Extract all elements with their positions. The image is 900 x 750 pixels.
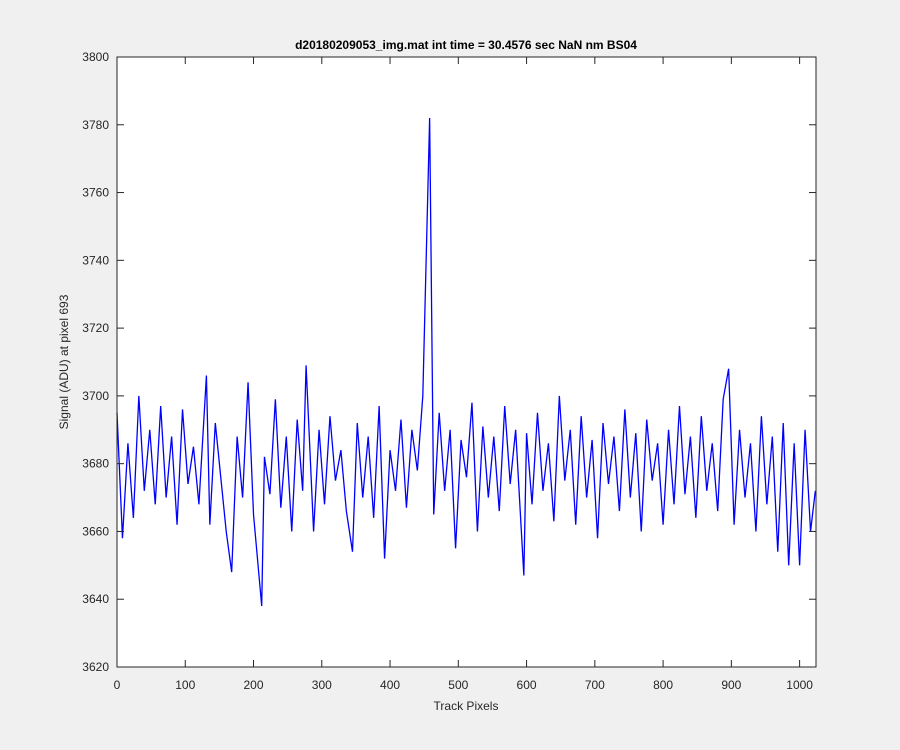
y-tick-label: 3680 xyxy=(82,457,109,471)
x-tick-label: 800 xyxy=(653,678,673,692)
y-tick-label: 3640 xyxy=(82,592,109,606)
y-tick-label: 3720 xyxy=(82,321,109,335)
x-tick-label: 300 xyxy=(312,678,332,692)
axes-box xyxy=(116,56,817,668)
x-tick-label: 500 xyxy=(448,678,468,692)
x-tick-label: 900 xyxy=(721,678,741,692)
x-tick-label: 1000 xyxy=(786,678,813,692)
y-tick-label: 3780 xyxy=(82,118,109,132)
x-tick-label: 700 xyxy=(585,678,605,692)
chart-title: d20180209053_img.mat int time = 30.4576 … xyxy=(295,38,637,52)
y-tick-label: 3740 xyxy=(82,253,109,267)
y-tick-label: 3660 xyxy=(82,524,109,538)
x-tick-label: 0 xyxy=(114,678,121,692)
y-tick-label: 3760 xyxy=(82,186,109,200)
y-tick-label: 3700 xyxy=(82,389,109,403)
x-tick-label: 100 xyxy=(175,678,195,692)
y-axis-label: Signal (ADU) at pixel 693 xyxy=(57,294,71,429)
x-tick-label: 600 xyxy=(517,678,537,692)
y-tick-label: 3800 xyxy=(82,50,109,64)
data-line xyxy=(116,117,816,607)
x-tick-label: 400 xyxy=(380,678,400,692)
axes-background xyxy=(117,57,816,667)
x-tick-label: 200 xyxy=(244,678,264,692)
y-tick-label: 3620 xyxy=(82,660,109,674)
x-axis-label: Track Pixels xyxy=(434,699,499,713)
